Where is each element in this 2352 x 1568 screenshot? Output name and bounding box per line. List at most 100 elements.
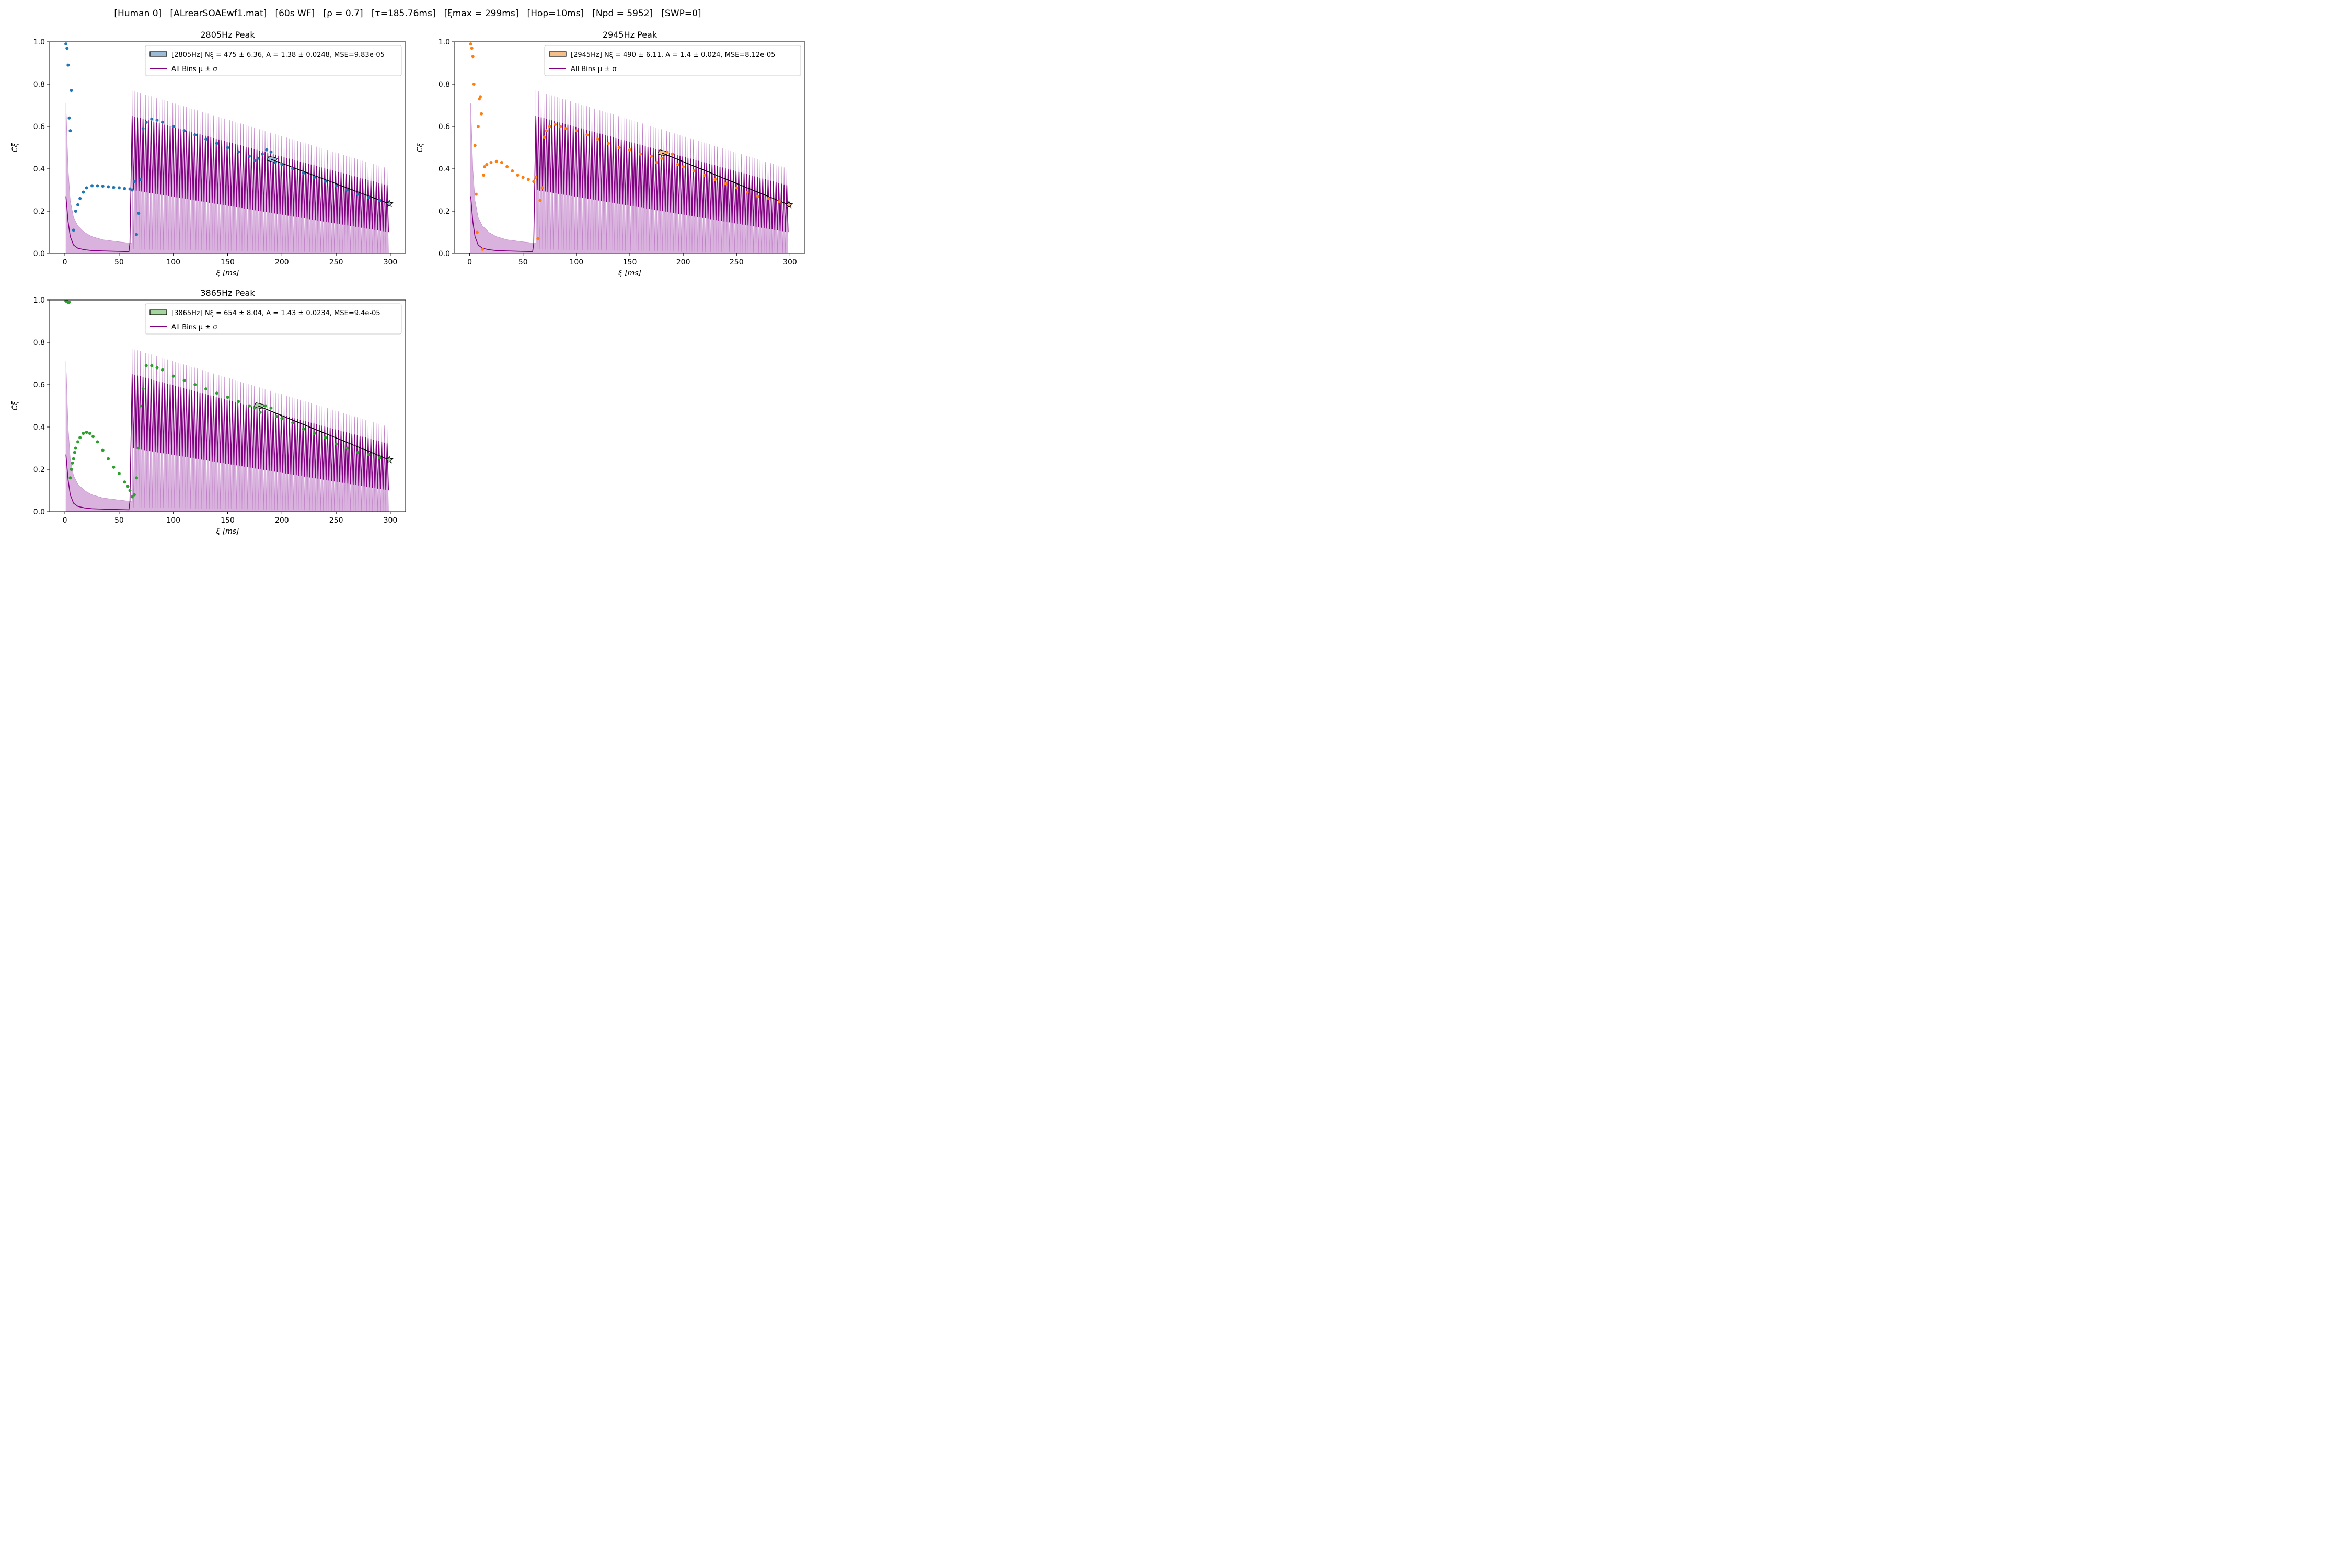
scatter-point <box>703 174 706 177</box>
scatter-point <box>543 135 546 139</box>
scatter-point <box>505 165 509 168</box>
scatter-point <box>137 212 141 215</box>
x-tick-label: 50 <box>518 258 528 267</box>
scatter-point <box>150 117 154 121</box>
scatter-point <box>128 489 132 492</box>
scatter-point <box>538 199 542 202</box>
scatter-point <box>574 129 578 133</box>
scatter-point <box>313 432 316 435</box>
scatter-point <box>132 493 136 497</box>
scatter-point <box>682 165 685 168</box>
scatter-point <box>204 137 207 141</box>
scatter-point <box>665 150 669 154</box>
y-tick-label: 0.0 <box>33 508 45 516</box>
scatter-point <box>112 465 116 469</box>
scatter-point <box>130 495 134 499</box>
scatter-point <box>67 301 71 304</box>
scatter-point <box>476 125 480 128</box>
scatter-point <box>139 178 143 181</box>
scatter-point <box>473 144 477 147</box>
scatter-point <box>117 186 121 190</box>
scatter-point <box>494 159 498 163</box>
scatter-point <box>554 123 557 126</box>
fit-end-star <box>785 200 793 209</box>
scatter-point <box>226 396 229 399</box>
scatter-point <box>291 167 295 170</box>
scatter-point <box>91 435 95 439</box>
scatter-point <box>171 374 175 378</box>
y-tick-label: 1.0 <box>33 38 45 47</box>
scatter-point <box>96 184 99 188</box>
scatter-point <box>745 190 749 194</box>
scatter-point <box>253 158 257 162</box>
scatter-point <box>335 184 338 188</box>
scatter-point <box>160 368 164 372</box>
y-tick-label: 0.0 <box>33 250 45 258</box>
scatter-point <box>66 63 70 67</box>
scatter-point <box>356 192 360 196</box>
chart-title: 2805Hz Peak <box>200 30 255 40</box>
scatter-point <box>155 366 159 370</box>
scatter-point <box>617 146 621 149</box>
scatter-point <box>378 199 382 202</box>
scatter-point <box>237 400 240 403</box>
x-axis-label: ξ [ms] <box>215 527 239 536</box>
scatter-point <box>132 180 136 183</box>
y-tick-label: 1.0 <box>33 296 45 305</box>
scatter-point <box>526 178 530 181</box>
scatter-point <box>256 156 260 160</box>
scatter-point <box>71 461 74 465</box>
scatter-point <box>469 42 472 46</box>
scatter-point <box>485 163 489 166</box>
scatter-point <box>564 127 568 131</box>
legend-label-fit: [3865Hz] Nξ = 654 ± 8.04, A = 1.43 ± 0.0… <box>171 309 381 317</box>
mean-line <box>65 374 389 511</box>
scatter-point <box>302 428 305 431</box>
scatter-point <box>226 146 229 149</box>
scatter-point <box>302 171 305 175</box>
scatter-point <box>150 364 154 367</box>
scatter-point <box>778 200 781 203</box>
scatter-point <box>534 176 538 179</box>
x-tick-label: 250 <box>730 258 744 267</box>
scatter-point <box>481 247 485 251</box>
x-tick-label: 150 <box>623 258 637 267</box>
scatter-point <box>545 129 548 133</box>
scatter-point <box>649 154 653 158</box>
scatter-point <box>64 42 68 46</box>
scatter-point <box>107 185 110 189</box>
x-tick-label: 250 <box>329 258 343 267</box>
scatter-point <box>193 383 197 386</box>
x-axis-label: ξ [ms] <box>618 269 641 278</box>
scatter-point <box>70 468 73 471</box>
panel-2945hz: 0 50 100 150 200 250 300 0.0 0.2 0.4 0.6 0.8 1.0 2945… <box>416 30 805 278</box>
x-tick-label: 300 <box>384 258 398 267</box>
scatter-point <box>324 436 327 440</box>
scatter-point <box>141 387 145 391</box>
y-axis-label: Cξ <box>11 143 19 153</box>
scatter-point <box>559 125 562 128</box>
scatter-point <box>269 150 273 154</box>
y-axis-label: Cξ <box>11 401 19 411</box>
figure: [Human 0] [ALrearSOAEwf1.mat] [60s WF] [… <box>0 0 815 544</box>
scatter-point <box>101 185 105 188</box>
scatter-point <box>123 480 126 484</box>
legend-box <box>145 45 402 76</box>
x-tick-label: 200 <box>275 516 289 525</box>
panel-2805hz: 0 50 100 150 200 250 300 0.0 0.2 0.4 0.6 0.8 1.0 2805… <box>11 30 406 278</box>
scatter-point <box>474 192 478 196</box>
scatter-point <box>313 176 316 179</box>
legend-box <box>145 303 402 335</box>
scatter-point <box>65 47 69 50</box>
scatter-point <box>258 410 262 414</box>
scatter-point <box>112 186 116 189</box>
scatter-point <box>472 83 476 86</box>
panel-3865hz: 0 50 100 150 200 250 300 0.0 0.2 0.4 0.6 0.8 1.0 3865… <box>11 288 406 536</box>
legend-label-fit: [2945Hz] Nξ = 490 ± 6.11, A = 1.4 ± 0.02… <box>571 51 775 59</box>
x-tick-label: 0 <box>63 516 67 525</box>
scatter-point <box>182 129 186 133</box>
legend-label-mean: All Bins μ ± σ <box>171 324 217 331</box>
x-tick-label: 100 <box>569 258 583 267</box>
legend-swatch-fit <box>549 51 567 57</box>
y-tick-label: 0.6 <box>33 381 45 389</box>
